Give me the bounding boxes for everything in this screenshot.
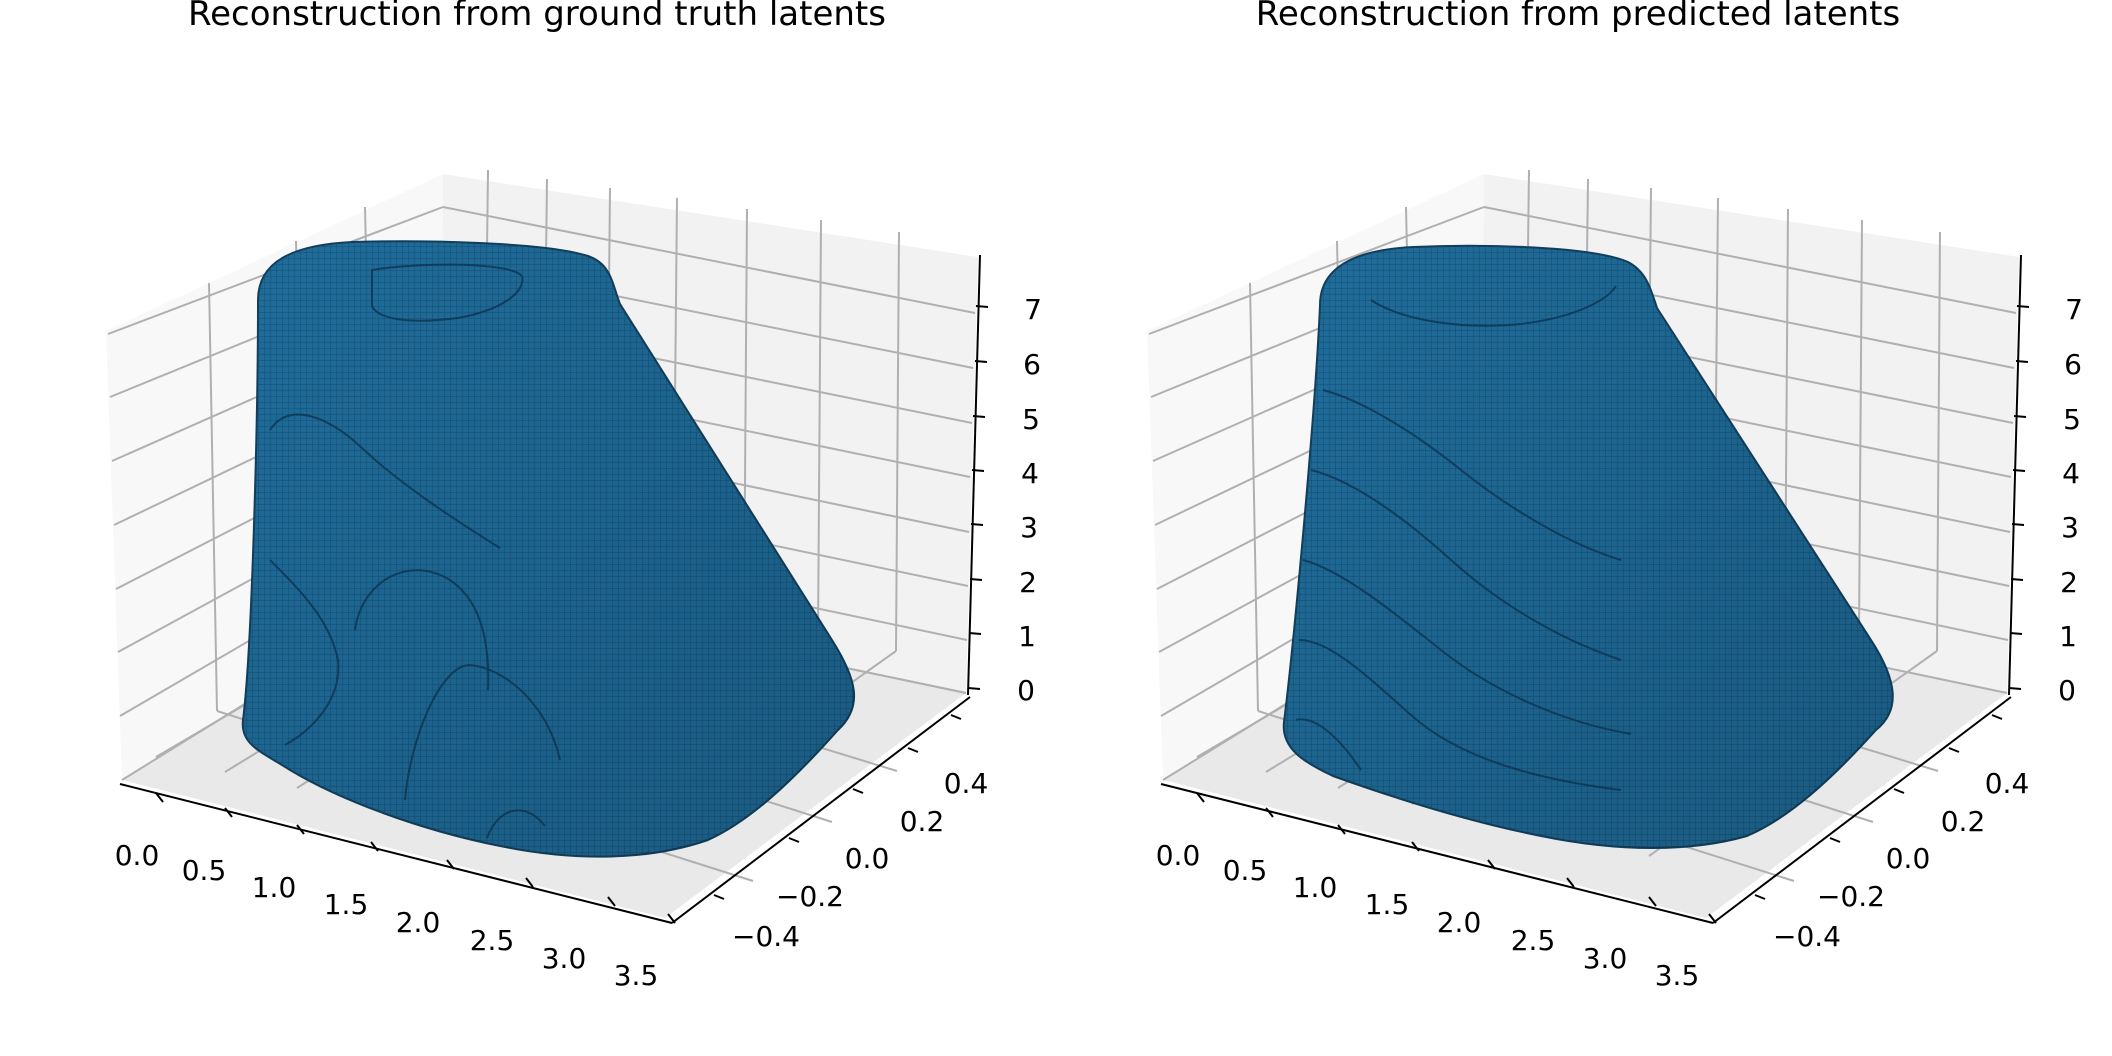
y-tick-label: −0.4 (1773, 920, 1841, 953)
y-tick-label: 0.2 (1941, 805, 1986, 838)
z-axis-ticks: 0 1 2 3 4 5 6 7 (967, 293, 1042, 707)
z-tick-label: 5 (1022, 403, 1040, 436)
y-axis-ticks: −0.4 −0.2 0.0 0.2 0.4 (1754, 714, 2030, 953)
y-tick-label: −0.2 (776, 880, 844, 913)
y-tick-label: 0.0 (845, 842, 890, 875)
y-tick-label: −0.4 (732, 920, 800, 953)
x-tick-label: 0.0 (115, 839, 160, 872)
x-tick-label: 0.5 (182, 854, 227, 887)
z-tick-label: 5 (2063, 403, 2081, 436)
x-axis-ticks: 0.0 0.5 1.0 1.5 2.0 2.5 3.0 3.5 (1156, 792, 1717, 992)
z-tick-label: 4 (2062, 457, 2080, 490)
x-tick-label: 1.0 (252, 871, 297, 904)
z-tick-label: 2 (2060, 566, 2078, 599)
x-axis-ticks: 0.0 0.5 1.0 1.5 2.0 2.5 3.0 3.5 (115, 792, 676, 992)
y-tick-label: 0.2 (900, 805, 945, 838)
z-tick-label: 2 (1019, 566, 1037, 599)
subplot-predicted: Reconstruction from predicted latents (1147, 0, 2083, 992)
x-tick-label: 1.5 (324, 888, 369, 921)
z-tick-label: 1 (1018, 620, 1036, 653)
y-tick-label: 0.4 (944, 767, 989, 800)
x-tick-label: 3.5 (614, 959, 659, 992)
z-tick-label: 0 (2058, 674, 2076, 707)
z-axis-ticks: 0 1 2 3 4 5 6 7 (2008, 293, 2083, 707)
x-axis-line (1160, 783, 1714, 924)
y-tick-label: −0.2 (1817, 880, 1885, 913)
x-tick-label: 2.5 (1511, 924, 1556, 957)
surface-mesh (1282, 244, 1894, 849)
y-axis-ticks: −0.4 −0.2 0.0 0.2 0.4 (713, 714, 989, 953)
x-tick-label: 2.0 (1437, 906, 1482, 939)
chart-title: Reconstruction from predicted latents (1256, 0, 1900, 34)
x-tick-label: 3.0 (1583, 942, 1628, 975)
z-tick-label: 4 (1021, 457, 1039, 490)
x-axis-line (119, 783, 673, 924)
y-tick-label: 0.4 (1985, 767, 2030, 800)
subplot-ground-truth: Reconstruction from ground truth latents (106, 0, 1042, 992)
z-tick-label: 3 (1020, 511, 1038, 544)
z-tick-label: 7 (1024, 293, 1042, 326)
z-tick-label: 0 (1017, 674, 1035, 707)
x-tick-label: 0.0 (1156, 839, 1201, 872)
z-tick-label: 6 (2064, 348, 2082, 381)
z-tick-label: 1 (2059, 620, 2077, 653)
chart-title: Reconstruction from ground truth latents (188, 0, 886, 34)
surface-mesh (241, 240, 856, 858)
y-axis-line (1712, 696, 2012, 924)
y-tick-label: 0.0 (1886, 842, 1931, 875)
x-tick-label: 2.5 (470, 924, 515, 957)
x-tick-label: 2.0 (396, 906, 441, 939)
z-tick-label: 3 (2061, 511, 2079, 544)
x-tick-label: 3.5 (1655, 959, 1700, 992)
x-tick-label: 1.0 (1293, 871, 1338, 904)
x-tick-label: 0.5 (1223, 854, 1268, 887)
z-tick-label: 7 (2065, 293, 2083, 326)
z-axis-line (2008, 254, 2022, 696)
x-tick-label: 1.5 (1365, 888, 1410, 921)
z-tick-label: 6 (1023, 348, 1041, 381)
x-tick-label: 3.0 (542, 942, 587, 975)
z-axis-line (967, 254, 981, 696)
y-axis-line (671, 696, 971, 924)
